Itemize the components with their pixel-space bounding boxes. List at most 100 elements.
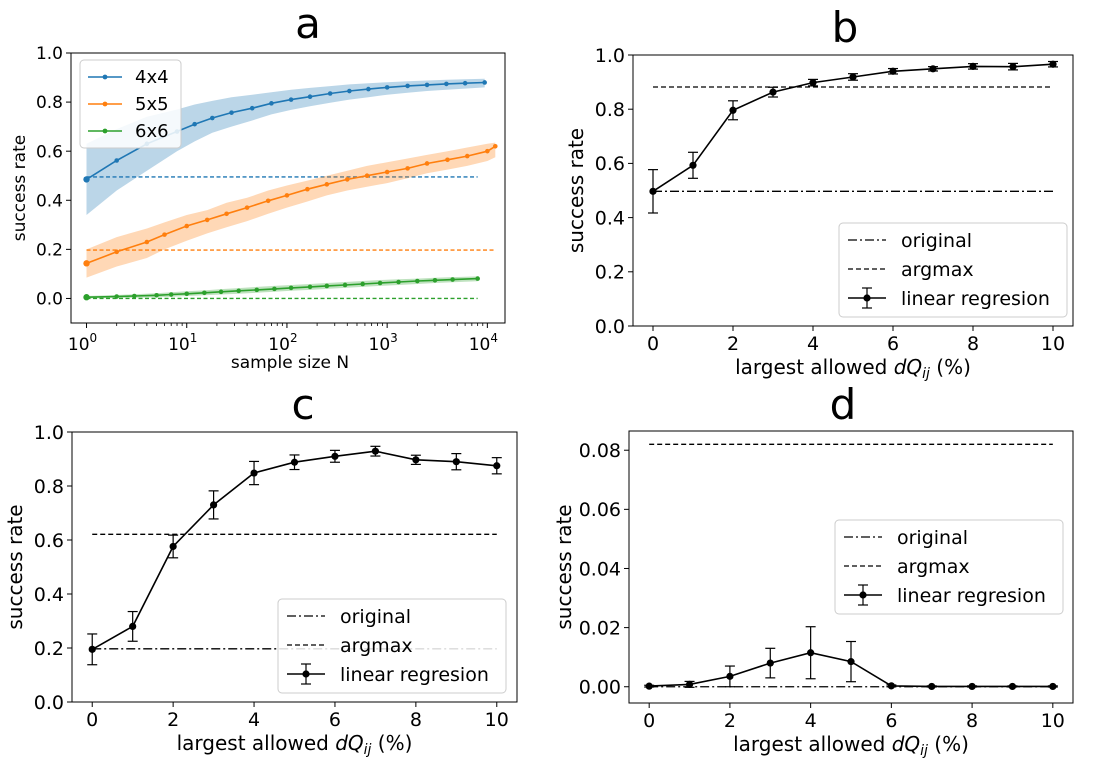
series-linear-regresion-point xyxy=(807,649,815,657)
series-4x4-point xyxy=(347,88,352,94)
legend-label-argmax: argmax xyxy=(340,635,413,657)
series-5x5-point xyxy=(114,249,119,255)
series-5x5-point xyxy=(284,193,290,198)
x-tick-label: 4 xyxy=(807,333,819,355)
panel-b-letter: b xyxy=(832,3,859,52)
y-tick-label: 0.00 xyxy=(579,677,621,699)
legend-box xyxy=(277,598,507,694)
series-4x4-point xyxy=(424,82,430,88)
panel-a-axes-frame xyxy=(70,52,506,324)
x-axis-label: sample size N xyxy=(231,353,349,373)
series-5x5-point xyxy=(265,198,271,204)
series-5x5-point xyxy=(144,239,150,245)
series-4x4-point xyxy=(83,176,90,183)
series-linear-regresion-point xyxy=(1049,682,1057,691)
series-4x4-point xyxy=(114,158,119,163)
legend-marker-6x6 xyxy=(102,128,108,134)
y-tick-label: 1.0 xyxy=(36,44,63,64)
y-tick-label: 0.08 xyxy=(579,440,621,462)
x-tick-label: 10 xyxy=(1041,710,1065,732)
series-6x6-point xyxy=(307,284,313,290)
series-linear-regresion-point xyxy=(685,680,694,688)
series-linear-regresion-point xyxy=(209,501,218,509)
series-linear-regresion-point xyxy=(129,622,137,631)
series-5x5-band xyxy=(86,142,496,278)
series-4x4-point xyxy=(192,121,197,127)
series-5x5-point xyxy=(384,169,390,175)
legend-label-6x6: 6x6 xyxy=(135,121,169,142)
series-6x6-point xyxy=(218,289,224,295)
series-4x4-point xyxy=(269,101,274,106)
series-6x6-point xyxy=(432,277,438,283)
y-tick-label: 0.06 xyxy=(579,499,621,521)
y-tick-label: 0.0 xyxy=(36,290,63,310)
series-linear-regresion-point xyxy=(649,187,657,195)
y-tick-label: 1.0 xyxy=(34,422,64,444)
series-linear-regresion-point xyxy=(169,542,177,551)
legend-box xyxy=(834,519,1064,615)
series-6x6-point xyxy=(360,281,365,287)
series-4x4-point xyxy=(462,80,468,86)
x-tick-label: 103 xyxy=(369,331,398,355)
legend-label-original: original xyxy=(340,606,411,628)
series-6x6-point xyxy=(236,288,241,294)
series-linear-regresion-point xyxy=(969,62,977,70)
series-linear-regresion-point xyxy=(250,469,258,477)
series-linear-regresion-point xyxy=(928,682,936,691)
series-5x5-point xyxy=(204,217,210,223)
series-6x6-point xyxy=(342,282,348,288)
series-6x6-point xyxy=(396,279,401,285)
legend-marker-linear-regresion xyxy=(302,670,310,678)
series-5x5-point xyxy=(405,166,410,171)
series-6x6-point xyxy=(184,291,190,297)
series-5x5-point xyxy=(162,232,167,237)
y-tick-label: 0.04 xyxy=(579,558,621,580)
legend-box xyxy=(838,222,1068,318)
series-5x5-point xyxy=(424,161,430,166)
series-linear-regresion-point xyxy=(726,672,734,680)
x-tick-label: 8 xyxy=(967,333,979,355)
series-5x5-point xyxy=(244,205,250,210)
y-tick-label: 0.0 xyxy=(34,692,64,714)
series-4x4-point xyxy=(384,85,390,90)
x-tick-label: 0 xyxy=(86,709,98,731)
panel-a-chart: 0.0 0.2 0.4 0.6 0.8 1.0 success rate 100 101 102 1… xyxy=(10,44,506,373)
series-4x4-point xyxy=(366,86,371,92)
y-tick-label: 0.4 xyxy=(34,584,64,606)
x-tick-label: 6 xyxy=(887,333,899,355)
series-linear-regresion-point xyxy=(729,106,737,114)
series-linear-regresion-point xyxy=(645,682,653,690)
y-axis-label: success rate xyxy=(3,504,27,629)
series-linear-regresion-point xyxy=(1049,60,1057,68)
series-linear-regresion-point xyxy=(766,659,774,667)
series-5x5-point xyxy=(485,148,490,154)
y-tick-label: 0.4 xyxy=(36,191,63,211)
x-tick-label: 10 xyxy=(1041,333,1065,355)
panel-c-chart: 0.0 0.2 0.4 0.6 0.8 1.0 success rate 0 2 4 6 8 10 lar… xyxy=(3,422,518,758)
x-tick-label: 8 xyxy=(410,709,422,731)
panel-d-axes-frame xyxy=(628,430,1074,704)
legend-box xyxy=(79,59,182,149)
y-axis-label: success rate xyxy=(10,135,30,241)
series-linear-regresion-point xyxy=(412,456,420,464)
legend-label-linear-regresion: linear regresion xyxy=(901,288,1050,310)
series-5x5-point xyxy=(445,157,450,163)
legend-label-original: original xyxy=(897,527,968,549)
series-linear-regresion-point xyxy=(452,458,460,466)
panel-b-chart: 0.0 0.2 0.4 0.6 0.8 1.0 success rate 0 2 4 6 8 10 lar… xyxy=(564,45,1074,382)
series-linear-regresion-point xyxy=(1008,682,1017,691)
series-4x4-point xyxy=(405,83,410,89)
series-linear-regresion-point xyxy=(1009,63,1017,71)
legend-label-4x4: 4x4 xyxy=(135,67,169,88)
legend-marker-4x4 xyxy=(102,74,108,80)
series-4x4-point xyxy=(229,110,234,115)
legend-label-original: original xyxy=(901,230,972,252)
series-4x4-band xyxy=(86,78,485,215)
series-5x5-point xyxy=(305,186,310,192)
series-4x4-point xyxy=(249,105,255,111)
legend-marker-5x5 xyxy=(102,101,108,107)
x-tick-label: 0 xyxy=(643,710,655,732)
series-linear-regresion-point xyxy=(769,88,777,96)
panel-d-letter: d xyxy=(830,380,857,429)
panel-c-letter: c xyxy=(291,380,314,429)
